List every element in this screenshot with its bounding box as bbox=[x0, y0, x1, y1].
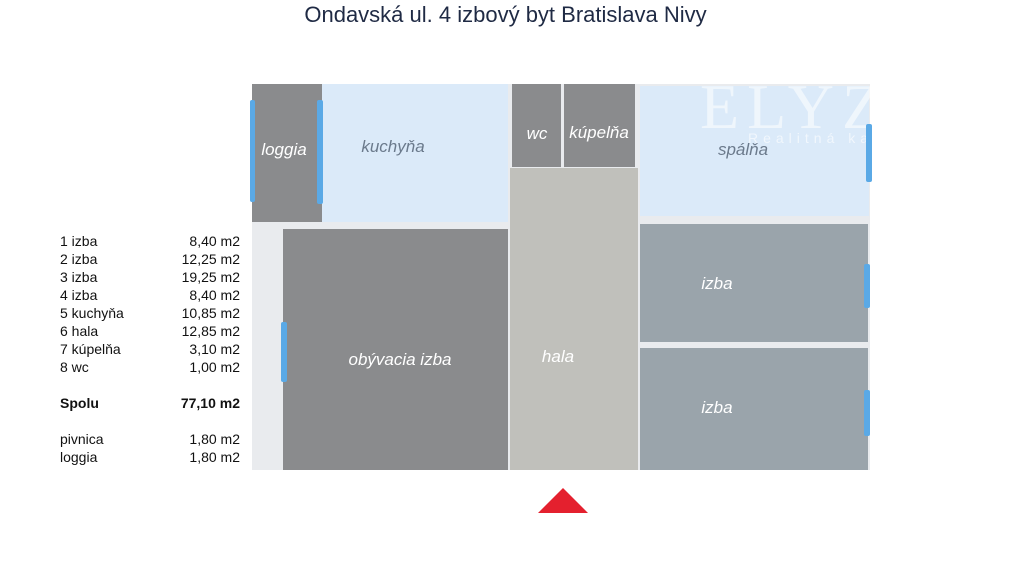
room-izba-top bbox=[640, 224, 868, 342]
window-obyvacia bbox=[281, 322, 287, 382]
area-value: 1,00 m2 bbox=[189, 359, 240, 375]
room-hala bbox=[510, 168, 638, 470]
label-izba-top: izba bbox=[701, 274, 733, 293]
room-wc bbox=[512, 84, 561, 167]
area-value: 3,10 m2 bbox=[189, 341, 240, 357]
label-kupelna: kúpelňa bbox=[569, 123, 629, 142]
area-name: 4 izba bbox=[60, 287, 98, 303]
label-hala: hala bbox=[541, 347, 575, 366]
area-name: 5 kuchyňa bbox=[60, 305, 124, 321]
label-kuchyna: kuchyňa bbox=[361, 137, 425, 156]
window-loggia-right bbox=[317, 100, 323, 204]
area-value: 10,85 m2 bbox=[181, 305, 240, 321]
area-value: 12,85 m2 bbox=[181, 323, 240, 339]
watermark-tagline: Realitná kan bbox=[748, 130, 886, 146]
room-loggia bbox=[252, 84, 322, 222]
area-total-name: Spolu bbox=[60, 395, 99, 411]
page-title: Ondavská ul. 4 izbový byt Bratislava Niv… bbox=[304, 2, 707, 27]
area-name: 8 wc bbox=[60, 359, 89, 375]
area-name: loggia bbox=[60, 449, 98, 465]
room-obyvacia bbox=[283, 229, 508, 470]
watermark-logo: ELYZ bbox=[700, 71, 890, 142]
area-value: 19,25 m2 bbox=[181, 269, 240, 285]
area-value: 1,80 m2 bbox=[189, 449, 240, 465]
area-value: 12,25 m2 bbox=[181, 251, 240, 267]
window-izba-top bbox=[864, 264, 870, 308]
window-spalna bbox=[866, 124, 872, 182]
label-izba-bottom: izba bbox=[701, 398, 733, 417]
area-value: 8,40 m2 bbox=[189, 287, 240, 303]
area-total-value: 77,10 m2 bbox=[180, 395, 240, 411]
room-izba-bottom bbox=[640, 348, 868, 470]
room-kupelna bbox=[564, 84, 635, 167]
area-name: 6 hala bbox=[60, 323, 99, 339]
room-kuchyna bbox=[322, 84, 508, 222]
area-value: 1,80 m2 bbox=[189, 431, 240, 447]
area-name: 3 izba bbox=[60, 269, 98, 285]
area-name: 2 izba bbox=[60, 251, 98, 267]
label-obyvacia: obývacia izba bbox=[348, 350, 452, 369]
area-name: pivnica bbox=[60, 431, 104, 447]
label-loggia: loggia bbox=[261, 140, 307, 159]
label-wc: wc bbox=[526, 124, 548, 143]
area-name: 7 kúpelňa bbox=[60, 341, 121, 357]
area-value: 8,40 m2 bbox=[189, 233, 240, 249]
window-izba-bottom bbox=[864, 390, 870, 436]
area-name: 1 izba bbox=[60, 233, 98, 249]
entrance-arrow-icon bbox=[538, 488, 588, 513]
window-loggia-left bbox=[250, 100, 255, 202]
room-spalna bbox=[640, 86, 869, 216]
label-spalna: spálňa bbox=[717, 140, 769, 159]
